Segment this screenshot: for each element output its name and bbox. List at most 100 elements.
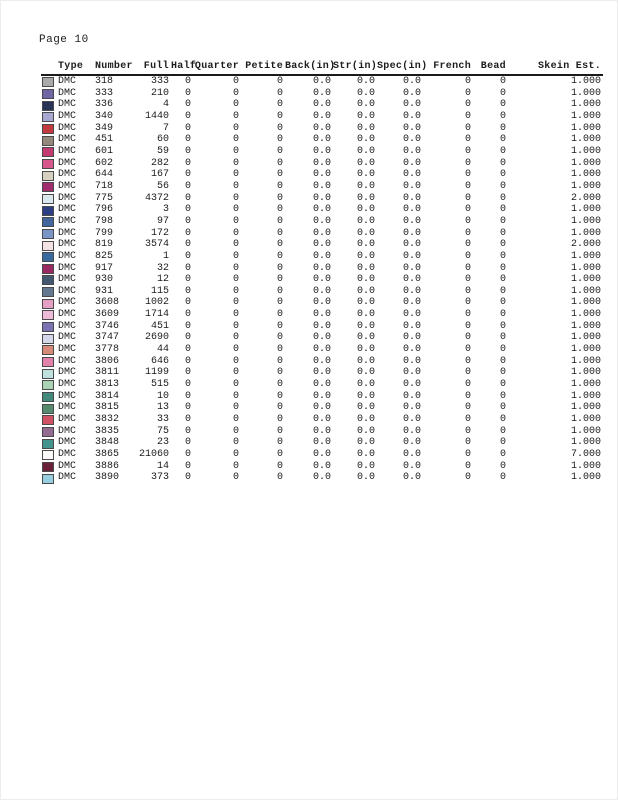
cell-number: 340 bbox=[95, 110, 114, 122]
cell-half: 0 bbox=[184, 87, 191, 99]
cell-type: DMC bbox=[58, 355, 77, 367]
swatch-cell bbox=[41, 402, 58, 414]
cell-quarter: 0 bbox=[232, 250, 239, 262]
cell-french: 0 bbox=[464, 169, 471, 181]
cell-skein: 1.000 bbox=[570, 169, 601, 181]
color-swatch bbox=[42, 77, 54, 88]
cell-back: 0.0 bbox=[312, 99, 331, 111]
cell-skein: 1.000 bbox=[570, 390, 601, 402]
swatch-cell bbox=[41, 158, 58, 170]
cell-half: 0 bbox=[184, 169, 191, 181]
cell-full: 32 bbox=[156, 262, 169, 274]
cell-spec: 0.0 bbox=[402, 355, 421, 367]
cell-half: 0 bbox=[184, 122, 191, 134]
cell-petite: 0 bbox=[276, 367, 283, 379]
cell-back: 0.0 bbox=[312, 379, 331, 391]
cell-half: 0 bbox=[184, 134, 191, 146]
table-row: DMC 3811 1199 0 0 0 0.0 0.0 0.0 0 0 1.000 bbox=[41, 367, 603, 379]
cell-bead: 0 bbox=[499, 460, 506, 472]
cell-str: 0.0 bbox=[356, 192, 375, 204]
swatch-cell bbox=[41, 216, 58, 228]
cell-back: 0.0 bbox=[312, 472, 331, 484]
cell-french: 0 bbox=[464, 472, 471, 484]
cell-back: 0.0 bbox=[312, 332, 331, 344]
cell-french: 0 bbox=[464, 355, 471, 367]
cell-petite: 0 bbox=[276, 460, 283, 472]
cell-spec: 0.0 bbox=[402, 87, 421, 99]
table-row: DMC 775 4372 0 0 0 0.0 0.0 0.0 0 0 2.000 bbox=[41, 193, 603, 205]
cell-petite: 0 bbox=[276, 204, 283, 216]
swatch-cell bbox=[41, 414, 58, 426]
col-header-back: Back(in) bbox=[285, 60, 335, 76]
cell-back: 0.0 bbox=[312, 76, 331, 87]
cell-quarter: 0 bbox=[232, 145, 239, 157]
table-header: Type Number Full Half Quarter Petite Back(in) S… bbox=[41, 60, 603, 76]
color-swatch bbox=[42, 310, 54, 321]
cell-half: 0 bbox=[184, 215, 191, 227]
cell-type: DMC bbox=[58, 344, 77, 356]
cell-half: 0 bbox=[184, 157, 191, 169]
color-swatch bbox=[42, 193, 54, 204]
cell-half: 0 bbox=[184, 460, 191, 472]
table-row: DMC 3778 44 0 0 0 0.0 0.0 0.0 0 0 1.000 bbox=[41, 344, 603, 356]
cell-str: 0.0 bbox=[356, 379, 375, 391]
cell-back: 0.0 bbox=[312, 192, 331, 204]
cell-str: 0.0 bbox=[356, 449, 375, 460]
cell-quarter: 0 bbox=[232, 425, 239, 437]
cell-type: DMC bbox=[58, 274, 77, 286]
cell-skein: 1.000 bbox=[570, 379, 601, 391]
swatch-cell bbox=[41, 99, 58, 111]
cell-half: 0 bbox=[184, 204, 191, 216]
cell-back: 0.0 bbox=[312, 367, 331, 379]
cell-skein: 7.000 bbox=[570, 449, 601, 460]
swatch-cell bbox=[41, 344, 58, 356]
cell-quarter: 0 bbox=[232, 204, 239, 216]
cell-back: 0.0 bbox=[312, 297, 331, 309]
cell-type: DMC bbox=[58, 110, 77, 122]
cell-quarter: 0 bbox=[232, 402, 239, 414]
cell-number: 930 bbox=[95, 274, 114, 286]
cell-half: 0 bbox=[184, 402, 191, 414]
cell-bead: 0 bbox=[499, 145, 506, 157]
cell-quarter: 0 bbox=[232, 414, 239, 426]
color-swatch bbox=[42, 298, 54, 309]
swatch-cell bbox=[41, 88, 58, 100]
cell-french: 0 bbox=[464, 215, 471, 227]
cell-half: 0 bbox=[184, 76, 191, 87]
cell-quarter: 0 bbox=[232, 390, 239, 402]
cell-full: 1714 bbox=[144, 309, 169, 321]
swatch-cell bbox=[41, 123, 58, 135]
cell-str: 0.0 bbox=[356, 204, 375, 216]
cell-french: 0 bbox=[464, 99, 471, 111]
cell-quarter: 0 bbox=[232, 180, 239, 192]
cell-skein: 1.000 bbox=[570, 344, 601, 356]
table-row: DMC 336 4 0 0 0 0.0 0.0 0.0 0 0 1.000 bbox=[41, 99, 603, 111]
swatch-cell bbox=[41, 449, 58, 461]
cell-back: 0.0 bbox=[312, 215, 331, 227]
cell-number: 349 bbox=[95, 122, 114, 134]
cell-bead: 0 bbox=[499, 157, 506, 169]
cell-french: 0 bbox=[464, 180, 471, 192]
cell-type: DMC bbox=[58, 204, 77, 216]
color-swatch bbox=[42, 217, 54, 228]
cell-back: 0.0 bbox=[312, 110, 331, 122]
table-row: DMC 3890 373 0 0 0 0.0 0.0 0.0 0 0 1.000 bbox=[41, 472, 603, 484]
table-row: DMC 349 7 0 0 0 0.0 0.0 0.0 0 0 1.000 bbox=[41, 123, 603, 135]
cell-half: 0 bbox=[184, 332, 191, 344]
swatch-cell bbox=[41, 297, 58, 309]
table-row: DMC 3886 14 0 0 0 0.0 0.0 0.0 0 0 1.000 bbox=[41, 461, 603, 473]
cell-number: 3806 bbox=[95, 355, 120, 367]
cell-back: 0.0 bbox=[312, 425, 331, 437]
cell-number: 602 bbox=[95, 157, 114, 169]
cell-number: 3778 bbox=[95, 344, 120, 356]
cell-str: 0.0 bbox=[356, 332, 375, 344]
cell-skein: 1.000 bbox=[570, 134, 601, 146]
col-header-half: Half bbox=[171, 60, 196, 76]
table-row: DMC 3747 2690 0 0 0 0.0 0.0 0.0 0 0 1.000 bbox=[41, 332, 603, 344]
page-number-label: Page 10 bbox=[39, 34, 89, 46]
cell-str: 0.0 bbox=[356, 262, 375, 274]
cell-type: DMC bbox=[58, 99, 77, 111]
cell-spec: 0.0 bbox=[402, 145, 421, 157]
cell-bead: 0 bbox=[499, 192, 506, 204]
cell-bead: 0 bbox=[499, 87, 506, 99]
